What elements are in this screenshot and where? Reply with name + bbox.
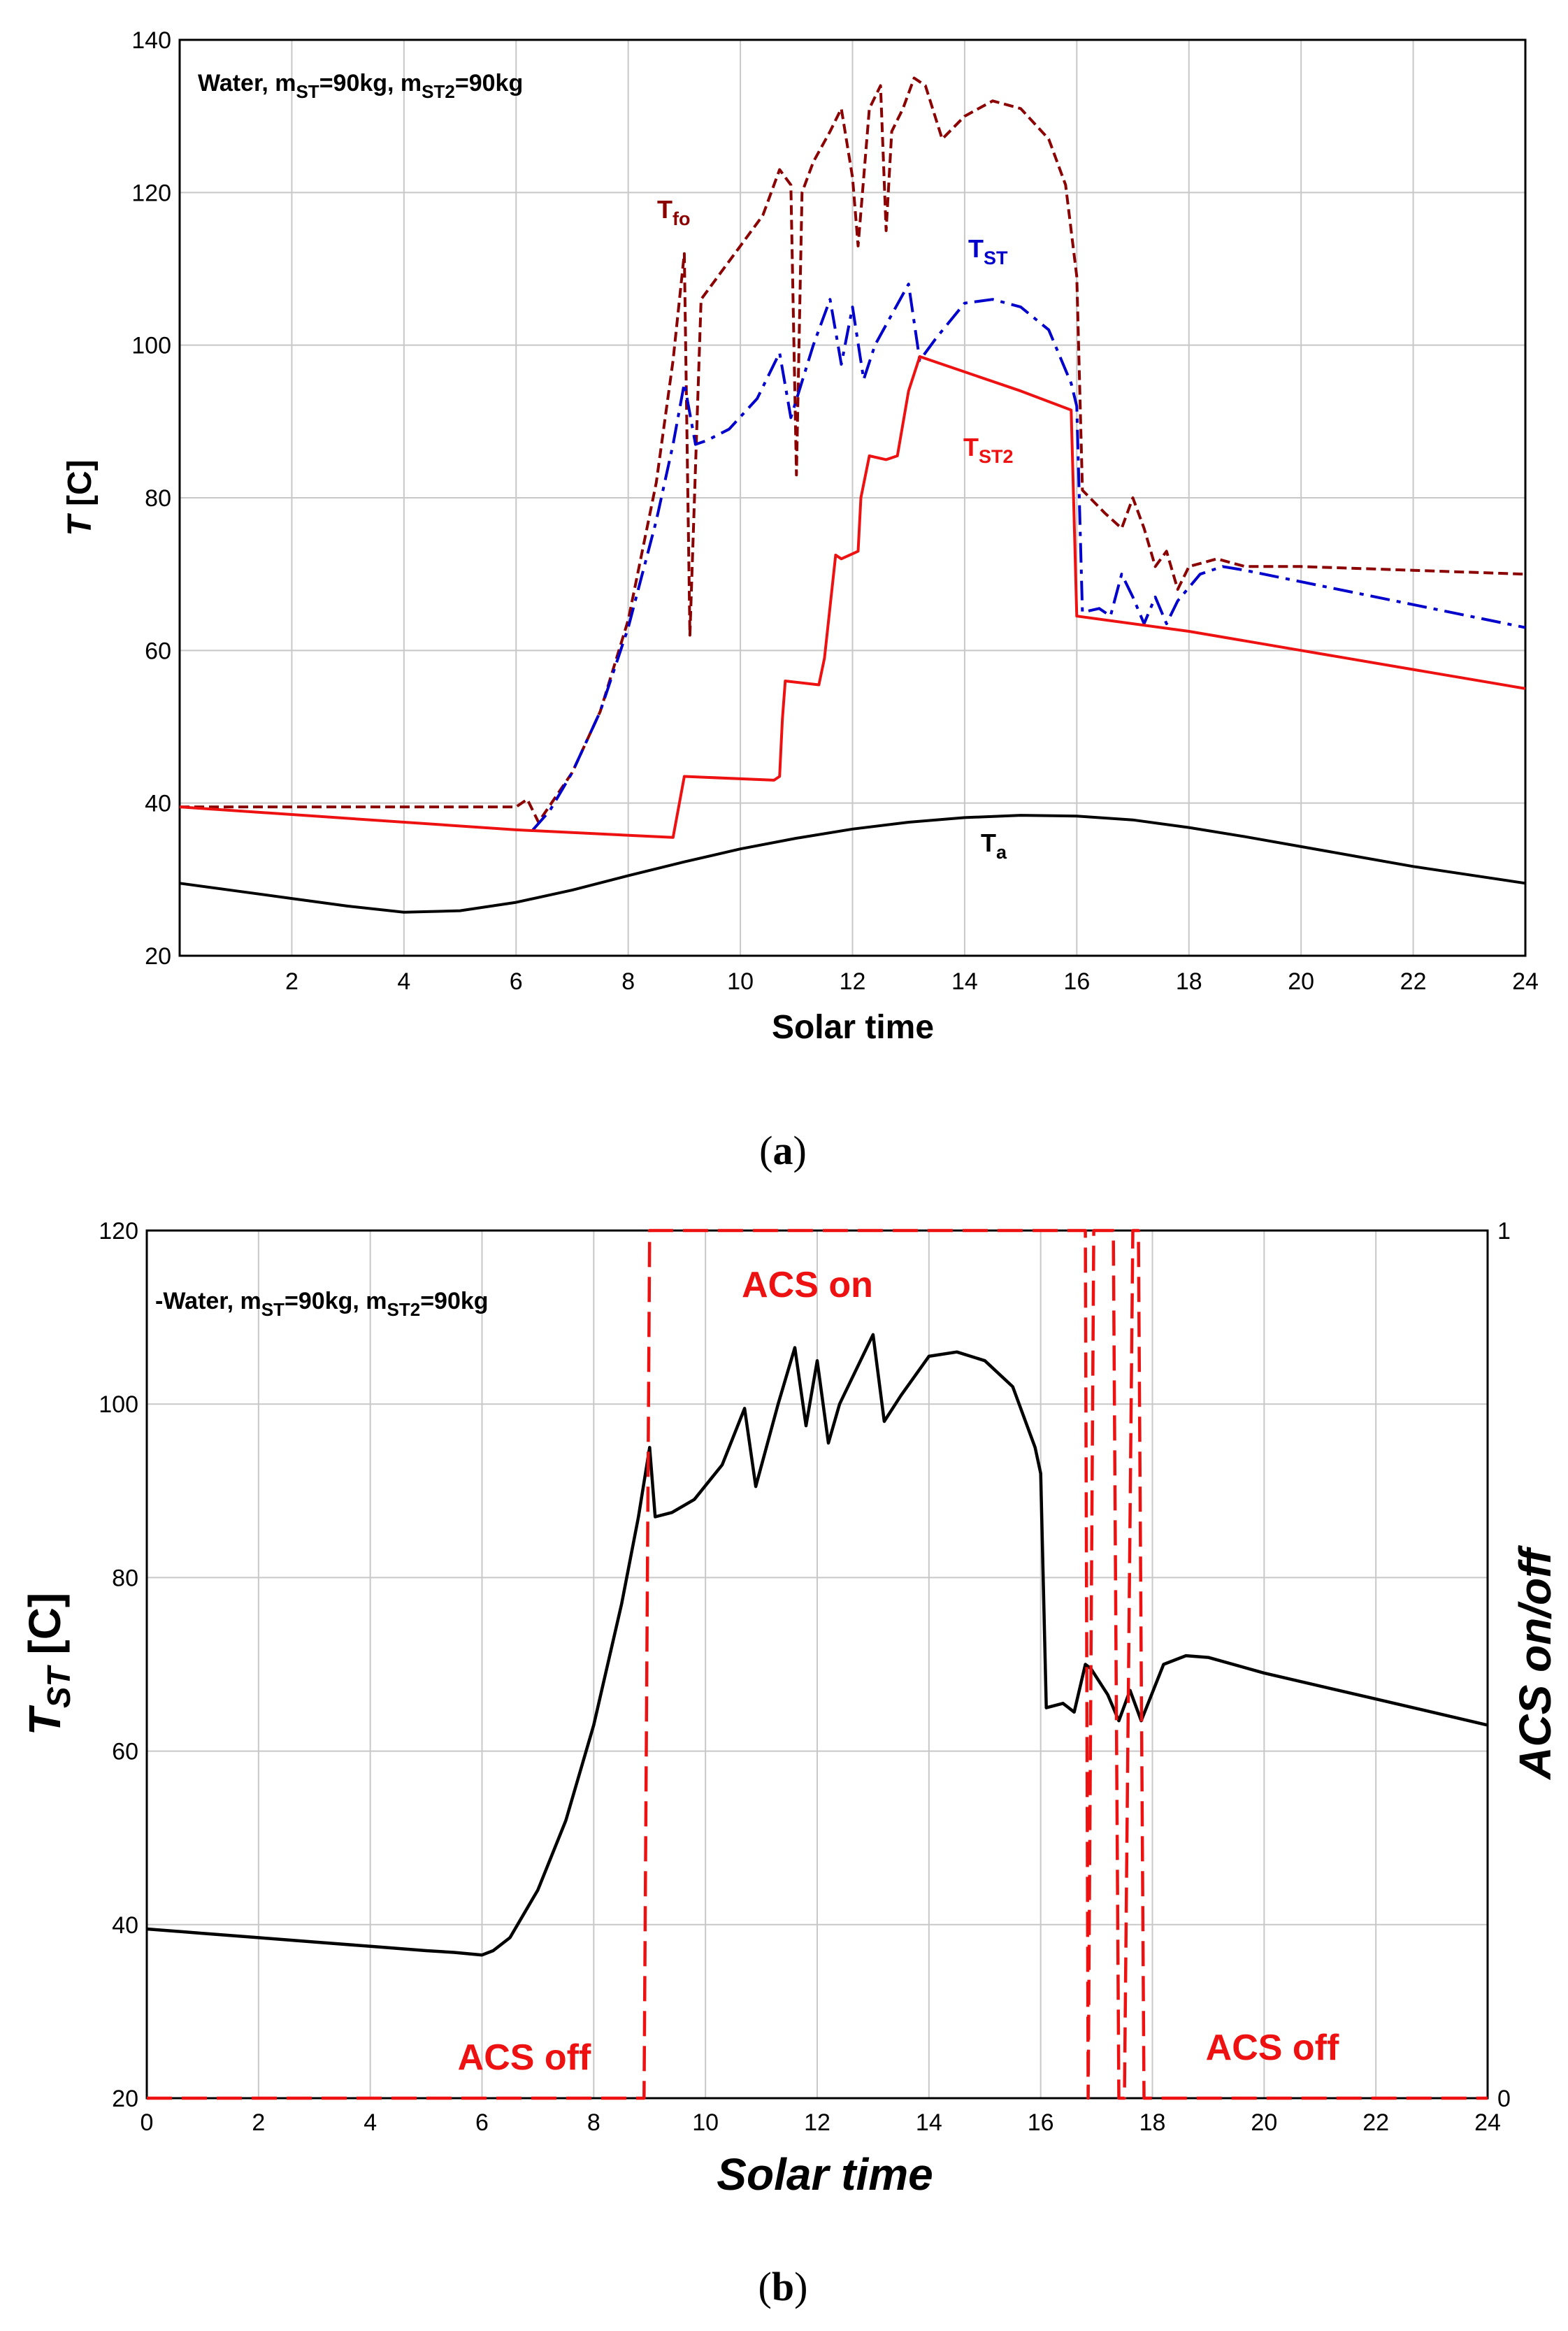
series-line-t-fo xyxy=(180,76,1526,824)
y-tick-label: 100 xyxy=(99,1391,138,1418)
x-tick-label: 14 xyxy=(916,2109,942,2136)
x-tick-label: 8 xyxy=(587,2109,600,2136)
label-acs-on: ACS on xyxy=(742,1265,873,1305)
y2-tick-label: 1 xyxy=(1497,1218,1511,1245)
panel-b-y-axis-label: TST [C] xyxy=(20,1593,77,1736)
y-tick-label: 60 xyxy=(112,1739,138,1765)
panel-b-x-tick-labels: 0 2 4 6 8 10 12 14 16 18 20 22 24 xyxy=(141,2109,1501,2136)
x-tick-label: 14 xyxy=(951,968,978,995)
x-tick-label: 16 xyxy=(1028,2109,1054,2136)
y-tick-label: 120 xyxy=(131,180,171,206)
y-tick-label: 40 xyxy=(145,791,171,817)
panel-a-y-tick-labels: 20 40 60 80 100 120 140 xyxy=(131,27,171,970)
y-tick-label: 20 xyxy=(112,2086,138,2112)
label-acs-off-left: ACS off xyxy=(458,2037,591,2078)
x-tick-label: 4 xyxy=(397,968,410,995)
x-tick-label: 24 xyxy=(1512,968,1539,995)
panel-b-x-axis-label: Solar time xyxy=(717,2149,933,2200)
series-line-t-st xyxy=(531,282,1526,831)
y-tick-label: 80 xyxy=(112,1565,138,1591)
label-t-st: TST xyxy=(968,234,1008,268)
x-tick-label: 22 xyxy=(1400,968,1427,995)
panel-a-grid xyxy=(180,40,1525,956)
series-line-t-a xyxy=(179,814,1526,914)
y-tick-label: 120 xyxy=(99,1218,138,1245)
y-tick-label: 60 xyxy=(145,638,171,664)
panel-b-series xyxy=(146,1228,1488,2100)
panel-b-y2-axis-label: ACS on/off xyxy=(1510,1545,1560,1781)
label-acs-off-right: ACS off xyxy=(1206,2028,1339,2068)
panel-b-grid xyxy=(147,1231,1488,2098)
x-tick-label: 20 xyxy=(1288,968,1314,995)
label-t-a: Ta xyxy=(981,829,1007,863)
x-tick-label: 12 xyxy=(804,2109,830,2136)
panel-a-x-tick-labels: 2 4 6 8 10 12 14 16 18 20 22 24 xyxy=(285,968,1539,995)
panel-a-annotation: Water, mST=90kg, mST2=90kg xyxy=(198,70,523,102)
panel-a-y-axis-label: T [C] xyxy=(62,459,99,536)
x-tick-label: 0 xyxy=(141,2109,154,2136)
y-tick-label: 140 xyxy=(131,27,171,54)
x-tick-label: 10 xyxy=(692,2109,719,2136)
label-t-st2: TST2 xyxy=(963,433,1014,467)
x-tick-label: 2 xyxy=(252,2109,265,2136)
series-line-acs-on-off xyxy=(147,1228,1488,2100)
x-tick-label: 2 xyxy=(285,968,299,995)
x-tick-label: 16 xyxy=(1063,968,1090,995)
panel-b-y-tick-labels: 20 40 60 80 100 120 xyxy=(99,1218,138,2112)
x-tick-label: 18 xyxy=(1139,2109,1166,2136)
panel-a-plot-frame xyxy=(178,38,1527,957)
x-tick-label: 10 xyxy=(727,968,754,995)
x-tick-label: 22 xyxy=(1362,2109,1389,2136)
panel-b-plot-frame xyxy=(145,1229,1489,2100)
x-tick-label: 6 xyxy=(510,968,523,995)
panel-a-caption: (a) xyxy=(759,1128,807,1173)
x-tick-label: 6 xyxy=(475,2109,489,2136)
y-tick-label: 20 xyxy=(145,943,171,970)
x-tick-label: 18 xyxy=(1176,968,1202,995)
x-tick-label: 20 xyxy=(1251,2109,1277,2136)
series-line-t-st2 xyxy=(179,355,1526,839)
y-tick-label: 80 xyxy=(145,485,171,512)
x-tick-label: 12 xyxy=(840,968,866,995)
y-tick-label: 100 xyxy=(131,333,171,359)
label-t-fo: Tfo xyxy=(657,195,690,229)
x-tick-label: 8 xyxy=(621,968,635,995)
y2-tick-label: 0 xyxy=(1497,2086,1511,2112)
panel-a-x-axis-label: Solar time xyxy=(772,1009,934,1046)
panel-b-annotation: -Water, mST=90kg, mST2=90kg xyxy=(155,1288,489,1320)
panel-a-series xyxy=(179,76,1526,914)
series-line-t-st xyxy=(146,1333,1488,1957)
x-tick-label: 24 xyxy=(1474,2109,1501,2136)
y-tick-label: 40 xyxy=(112,1912,138,1939)
panel-b-caption: (b) xyxy=(758,2264,808,2309)
x-tick-label: 4 xyxy=(364,2109,377,2136)
panel-b-y2-tick-labels: 01 xyxy=(1497,1218,1511,2112)
